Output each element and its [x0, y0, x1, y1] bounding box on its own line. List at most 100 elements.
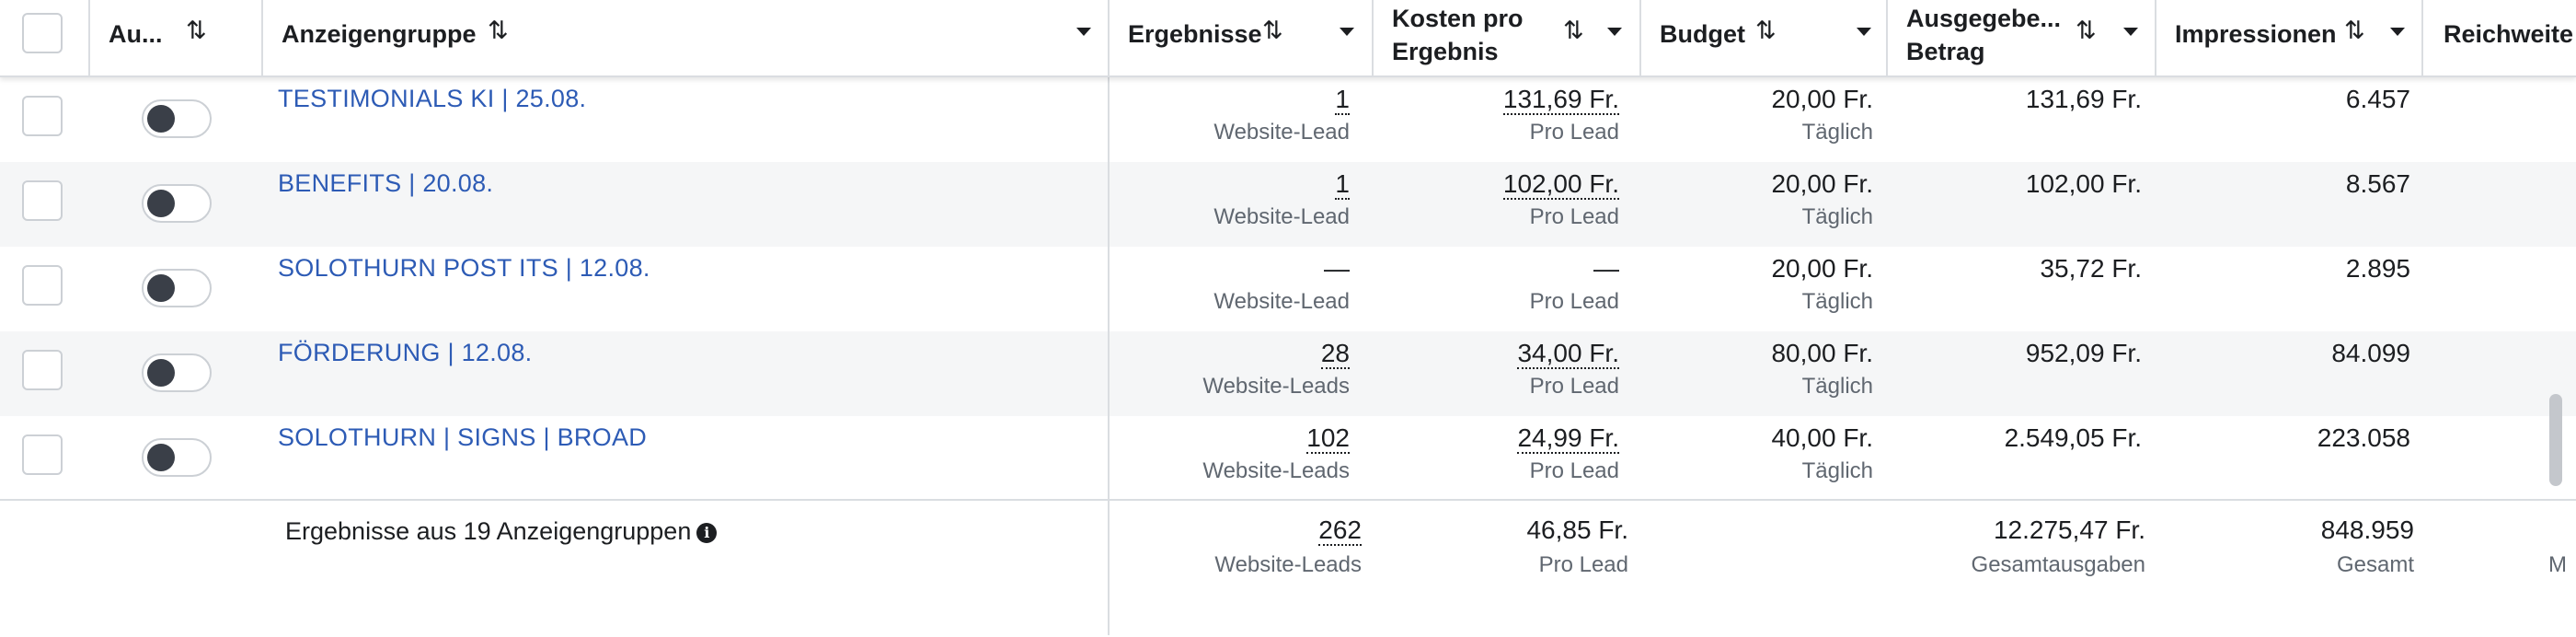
table-row[interactable]: SOLOTHURN | SIGNS | BROAD 102 Website-Le…: [0, 416, 2576, 501]
cost-per-result-value[interactable]: 34,00 Fr.: [1517, 339, 1619, 369]
sort-icon[interactable]: ⇅: [1563, 17, 1584, 44]
chevron-down-icon[interactable]: [1607, 28, 1622, 36]
impressions-value: 8.567: [2345, 169, 2410, 198]
chevron-down-icon[interactable]: [2123, 28, 2138, 36]
results-type: Website-Lead: [1213, 120, 1350, 145]
status-toggle[interactable]: [142, 438, 212, 477]
toggle-knob: [147, 444, 175, 471]
impressions-value: 223.058: [2317, 423, 2410, 452]
row-checkbox[interactable]: [22, 180, 63, 221]
table-header: Au... ⇅ Anzeigengruppe ⇅ Ergebnisse ⇅ Ko…: [0, 0, 2576, 77]
amount-spent-value: 952,09 Fr.: [2025, 339, 2142, 367]
impressions-value: 84.099: [2331, 339, 2410, 367]
results-type: Website-Leads: [1202, 458, 1350, 483]
ad-set-name-link[interactable]: SOLOTHURN | SIGNS | BROAD: [278, 423, 648, 451]
results-type: Website-Lead: [1213, 204, 1350, 229]
budget-value: 20,00 Fr.: [1771, 169, 1873, 198]
cost-per-result-unit: Pro Lead: [1529, 120, 1619, 145]
table-row[interactable]: SOLOTHURN POST ITS | 12.08. — Website-Le…: [0, 247, 2576, 331]
header-cost-per-result[interactable]: Kosten pro Ergebnis ⇅: [1374, 0, 1641, 75]
sort-icon[interactable]: ⇅: [1755, 17, 1777, 44]
results-value[interactable]: 102: [1306, 423, 1350, 454]
status-toggle[interactable]: [142, 184, 212, 223]
budget-period: Täglich: [1801, 289, 1873, 314]
sort-icon[interactable]: ⇅: [1262, 17, 1283, 44]
chevron-down-icon[interactable]: [1857, 28, 1871, 36]
row-checkbox[interactable]: [22, 96, 63, 136]
ad-set-name-link[interactable]: FÖRDERUNG | 12.08.: [278, 339, 533, 366]
total-amount-spent-label: Gesamtausgaben: [1971, 552, 2145, 577]
amount-spent-value: 131,69 Fr.: [2025, 85, 2142, 113]
sort-icon[interactable]: ⇅: [2076, 17, 2097, 44]
header-results-label: Ergebnisse: [1128, 20, 1262, 48]
header-cost-label: Kosten pro Ergebnis: [1392, 2, 1524, 68]
table-row[interactable]: FÖRDERUNG | 12.08. 28 Website-Leads 34,0…: [0, 331, 2576, 416]
header-impressions[interactable]: Impressionen ⇅: [2156, 0, 2423, 75]
budget-value: 20,00 Fr.: [1771, 254, 1873, 283]
amount-spent-value: 35,72 Fr.: [2040, 254, 2142, 283]
summary-row: Ergebnisse aus 19 Anzeigengruppen i 262 W…: [0, 499, 2576, 637]
total-results-type: Website-Leads: [1214, 552, 1362, 577]
status-toggle[interactable]: [142, 269, 212, 307]
cost-per-result-value[interactable]: 131,69 Fr.: [1502, 85, 1619, 115]
sort-icon[interactable]: ⇅: [2344, 17, 2365, 44]
ad-set-name-link[interactable]: TESTIMONIALS KI | 25.08.: [278, 85, 587, 112]
total-amount-spent: 12.275,47 Fr.: [1993, 515, 2145, 544]
header-status[interactable]: Au... ⇅: [90, 0, 263, 75]
summary-label: Ergebnisse aus 19 Anzeigengruppen i: [285, 517, 718, 546]
table-row[interactable]: BENEFITS | 20.08. 1 Website-Lead 102,00 …: [0, 162, 2576, 247]
chevron-down-icon[interactable]: [2390, 28, 2405, 36]
chevron-down-icon[interactable]: [1076, 28, 1091, 36]
row-checkbox[interactable]: [22, 265, 63, 306]
sort-icon[interactable]: ⇅: [488, 17, 509, 44]
header-status-label: Au...: [109, 20, 163, 48]
ad-set-name-link[interactable]: SOLOTHURN POST ITS | 12.08.: [278, 254, 650, 282]
header-impressions-label: Impressionen: [2175, 20, 2337, 48]
row-checkbox[interactable]: [22, 350, 63, 390]
toggle-knob: [147, 105, 175, 133]
total-impressions: 848.959: [2320, 515, 2414, 544]
row-checkbox[interactable]: [22, 434, 63, 475]
impressions-value: 6.457: [2345, 85, 2410, 113]
chevron-down-icon[interactable]: [1340, 28, 1354, 36]
results-value[interactable]: 1: [1335, 85, 1350, 115]
table-row[interactable]: TESTIMONIALS KI | 25.08. 1 Website-Lead …: [0, 77, 2576, 162]
header-results[interactable]: Ergebnisse ⇅: [1110, 0, 1374, 75]
status-toggle[interactable]: [142, 99, 212, 138]
amount-spent-value: 2.549,05 Fr.: [2004, 423, 2142, 452]
header-ad-set[interactable]: Anzeigengruppe ⇅: [263, 0, 1110, 75]
cost-per-result-value[interactable]: 24,99 Fr.: [1517, 423, 1619, 454]
header-spent-label-line2: Betrag: [1906, 38, 1985, 65]
cost-per-result-unit: Pro Lead: [1529, 374, 1619, 399]
info-icon[interactable]: i: [696, 523, 718, 543]
total-results-value[interactable]: 262: [1318, 515, 1362, 546]
header-cost-label-line2: Ergebnis: [1392, 38, 1499, 65]
budget-period: Täglich: [1801, 374, 1873, 399]
results-value[interactable]: 1: [1335, 169, 1350, 200]
budget-period: Täglich: [1801, 458, 1873, 483]
header-reach[interactable]: Reichweite: [2423, 0, 2576, 75]
results-value: —: [1324, 254, 1350, 283]
header-cost-label-line1: Kosten pro: [1392, 5, 1524, 32]
header-budget[interactable]: Budget ⇅: [1641, 0, 1888, 75]
cost-per-result-unit: Pro Lead: [1529, 458, 1619, 483]
header-amount-spent[interactable]: Ausgegebe... Betrag ⇅: [1888, 0, 2156, 75]
toggle-knob: [147, 190, 175, 217]
header-spent-label: Ausgegebe... Betrag: [1906, 2, 2061, 68]
results-value[interactable]: 28: [1320, 339, 1350, 369]
cost-per-result-value[interactable]: 102,00 Fr.: [1502, 169, 1619, 200]
status-toggle[interactable]: [142, 353, 212, 392]
sort-icon[interactable]: ⇅: [186, 17, 207, 44]
total-cost-unit: Pro Lead: [1538, 552, 1628, 577]
impressions-value: 2.895: [2345, 254, 2410, 283]
select-all-checkbox[interactable]: [22, 13, 63, 53]
results-type: Website-Lead: [1213, 289, 1350, 314]
total-cost-per-result: 46,85 Fr.: [1526, 515, 1628, 544]
column-divider: [1108, 75, 1110, 635]
vertical-scrollbar[interactable]: [2549, 394, 2562, 486]
results-type: Website-Leads: [1202, 374, 1350, 399]
ad-set-name-link[interactable]: BENEFITS | 20.08.: [278, 169, 494, 197]
header-spent-label-line1: Ausgegebe...: [1906, 5, 2062, 32]
total-impressions-label: Gesamt: [2336, 552, 2414, 577]
